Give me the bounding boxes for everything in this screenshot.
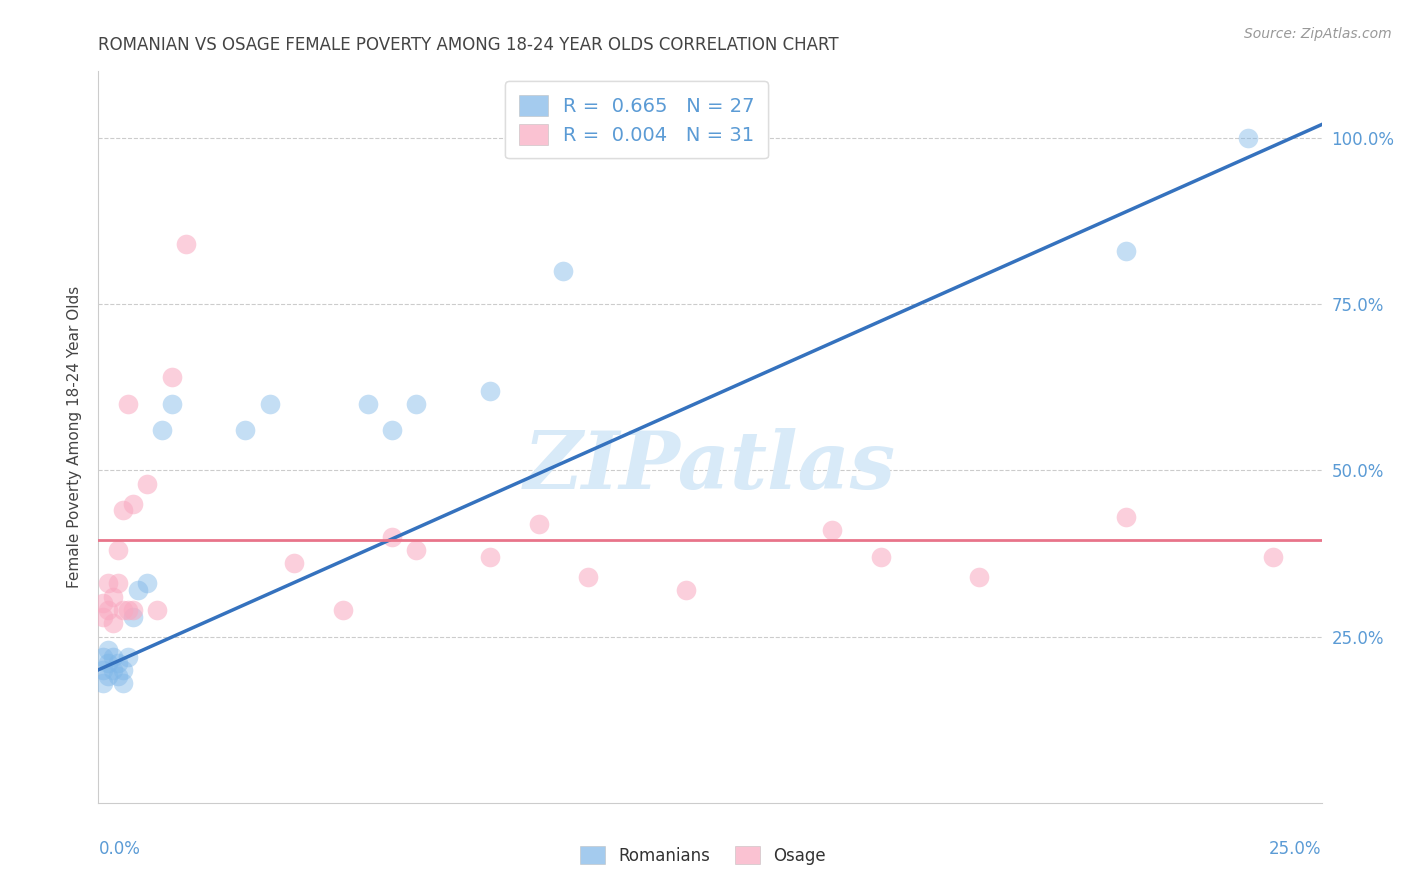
Text: ROMANIAN VS OSAGE FEMALE POVERTY AMONG 18-24 YEAR OLDS CORRELATION CHART: ROMANIAN VS OSAGE FEMALE POVERTY AMONG 1… xyxy=(98,36,839,54)
Point xyxy=(675,582,697,597)
Point xyxy=(146,603,169,617)
Point xyxy=(111,503,134,517)
Point xyxy=(176,237,198,252)
Point xyxy=(259,397,281,411)
Point xyxy=(1115,509,1137,524)
Point xyxy=(150,424,173,438)
Text: Source: ZipAtlas.com: Source: ZipAtlas.com xyxy=(1244,27,1392,41)
Point xyxy=(821,523,844,537)
Point xyxy=(136,576,159,591)
Point xyxy=(117,603,139,617)
Point xyxy=(332,603,354,617)
Point xyxy=(117,397,139,411)
Point xyxy=(101,649,124,664)
Point xyxy=(101,663,124,677)
Point xyxy=(405,397,427,411)
Point xyxy=(97,656,120,670)
Point xyxy=(1261,549,1284,564)
Point xyxy=(97,576,120,591)
Legend: R =  0.665   N = 27, R =  0.004   N = 31: R = 0.665 N = 27, R = 0.004 N = 31 xyxy=(505,81,768,159)
Point xyxy=(356,397,378,411)
Point xyxy=(107,656,129,670)
Y-axis label: Female Poverty Among 18-24 Year Olds: Female Poverty Among 18-24 Year Olds xyxy=(67,286,83,588)
Point xyxy=(107,576,129,591)
Point xyxy=(1237,131,1260,145)
Point xyxy=(121,497,143,511)
Point xyxy=(111,663,134,677)
Point xyxy=(91,596,114,610)
Point xyxy=(121,603,143,617)
Legend: Romanians, Osage: Romanians, Osage xyxy=(569,836,837,875)
Point xyxy=(478,549,501,564)
Point xyxy=(107,669,129,683)
Point xyxy=(160,397,183,411)
Point xyxy=(967,570,990,584)
Point xyxy=(233,424,256,438)
Text: ZIPatlas: ZIPatlas xyxy=(524,427,896,505)
Point xyxy=(111,676,134,690)
Text: 25.0%: 25.0% xyxy=(1270,840,1322,858)
Point xyxy=(478,384,501,398)
Point xyxy=(136,476,159,491)
Point xyxy=(107,543,129,558)
Point xyxy=(381,424,404,438)
Point xyxy=(381,530,404,544)
Point xyxy=(283,557,305,571)
Point xyxy=(127,582,149,597)
Point xyxy=(101,590,124,604)
Point xyxy=(405,543,427,558)
Point xyxy=(870,549,893,564)
Point xyxy=(117,649,139,664)
Text: 0.0%: 0.0% xyxy=(98,840,141,858)
Point xyxy=(91,609,114,624)
Point xyxy=(527,516,550,531)
Point xyxy=(97,669,120,683)
Point xyxy=(97,603,120,617)
Point xyxy=(101,616,124,631)
Point xyxy=(1115,244,1137,258)
Point xyxy=(111,603,134,617)
Point xyxy=(97,643,120,657)
Point xyxy=(576,570,599,584)
Point xyxy=(91,663,114,677)
Point xyxy=(160,370,183,384)
Point xyxy=(121,609,143,624)
Point xyxy=(91,649,114,664)
Point xyxy=(91,676,114,690)
Point xyxy=(553,264,575,278)
